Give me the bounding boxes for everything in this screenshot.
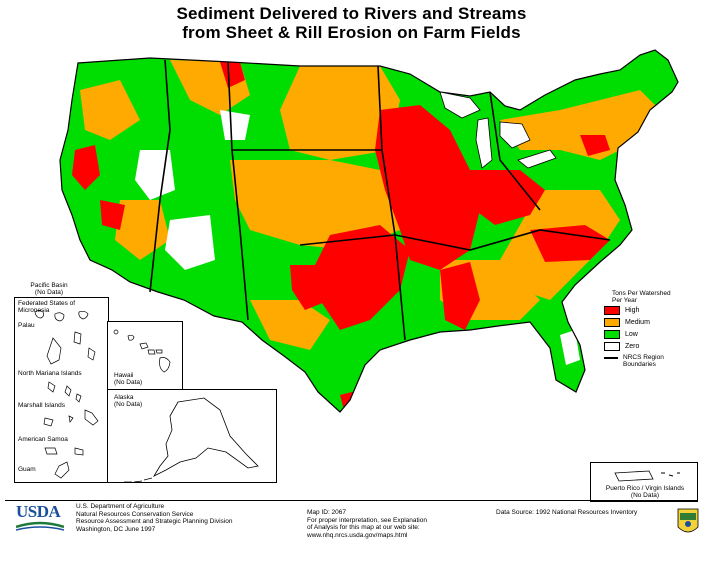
legend-item-boundary: NRCS Region Boundaries [604,354,702,368]
nrcs-badge-icon [677,508,699,533]
pacific-basin-label-line1: Pacific Basin [30,282,68,289]
hawaii-inset: Hawaii (No Data) [107,321,183,391]
hawaii-label-line2: (No Data) [114,379,143,386]
usda-logo-swoosh [16,521,64,531]
legend-label-medium: Medium [625,319,650,326]
lake-superior-shape [439,91,481,119]
puerto-rico-label-line1: Puerto Rico / Virgin Islands [605,485,685,492]
alaska-shape [124,397,259,482]
map-legend: Tons Per Watershed Per Year High Medium … [604,290,702,368]
usda-logo-text: USDA [16,502,61,521]
alaska-label-line1: Alaska [114,394,134,401]
legend-label-high: High [625,307,640,314]
alaska-label: Alaska (No Data) [114,394,142,408]
footer-divider [5,500,698,541]
legend-heading-line1: Tons Per Watershed [612,290,671,297]
american-samoa-label: American Samoa [18,436,68,443]
legend-heading-line2: Per Year [612,297,637,304]
agency-info: U.S. Department of Agriculture Natural R… [76,503,276,533]
map-title: Sediment Delivered to Rivers and Streams… [0,4,703,42]
marshall-islands-label: Marshall Islands [18,402,65,409]
micronesia-label: Federated States of Micronesia [18,300,76,314]
alaska-label-line2: (No Data) [114,401,143,408]
interpretation-line-3: www.nhq.nrcs.usda.gov/maps.html [307,531,408,539]
pacific-basin-inset: Federated States of Micronesia Palau Nor… [14,297,109,483]
map-id-info: Map ID: 2067 For proper interpretation, … [307,509,467,539]
agency-line-1: U.S. Department of Agriculture [76,503,165,510]
data-source: Data Source: 1992 National Resources Inv… [496,509,638,516]
pacific-islands-shapes [34,310,99,479]
hawaii-label-line1: Hawaii [114,372,134,379]
agency-line-4: Washington, DC June 1997 [76,525,156,533]
agency-line-3: Resource Assessment and Strategic Planni… [76,518,233,525]
usda-logo: USDA [16,502,64,531]
legend-swatch-zero [604,342,620,351]
legend-swatch-high [604,306,620,315]
palau-label: Palau [18,322,35,329]
lake-erie-shape [517,149,557,169]
legend-item-zero: Zero [604,341,702,352]
interpretation-line-1: For proper interpretation, see Explanati… [307,516,427,524]
northern-mariana-label: North Mariana Islands [18,370,82,377]
puerto-rico-label: Puerto Rico / Virgin Islands (No Data) [595,485,695,499]
hawaii-islands-shapes [113,329,171,373]
legend-item-high: High [604,305,702,316]
legend-boundary-line2: Boundaries [623,361,656,368]
legend-item-low: Low [604,329,702,340]
legend-boundary-line [604,357,618,359]
lake-huron-shape [499,121,531,149]
alaska-inset: Alaska (No Data) [107,389,277,483]
map-title-line2: from Sheet & Rill Erosion on Farm Fields [182,23,521,42]
lake-michigan-shape [475,117,493,169]
map-id: Map ID: 2067 [307,509,347,516]
legend-label-zero: Zero [625,343,640,350]
interpretation-line-2: of Analysis for this map at our web site… [307,524,420,531]
legend-label-low: Low [625,331,638,338]
legend-swatch-low [604,330,620,339]
guam-label: Guam [18,466,36,473]
legend-boundary-line1: NRCS Region [623,354,664,361]
nrcs-region-boundaries [149,59,611,341]
puerto-rico-shape [614,470,680,482]
puerto-rico-inset: Puerto Rico / Virgin Islands (No Data) [590,462,698,502]
legend-swatch-medium [604,318,620,327]
pacific-basin-label-line2: (No Data) [34,289,64,296]
pacific-basin-label: Pacific Basin (No Data) [24,282,74,296]
legend-item-medium: Medium [604,317,702,328]
map-title-line1: Sediment Delivered to Rivers and Streams [176,4,527,23]
agency-line-2: Natural Resources Conservation Service [76,510,194,518]
hawaii-label: Hawaii (No Data) [114,372,142,386]
puerto-rico-label-line2: (No Data) [630,492,660,499]
watershed-fill-layer [60,50,678,412]
